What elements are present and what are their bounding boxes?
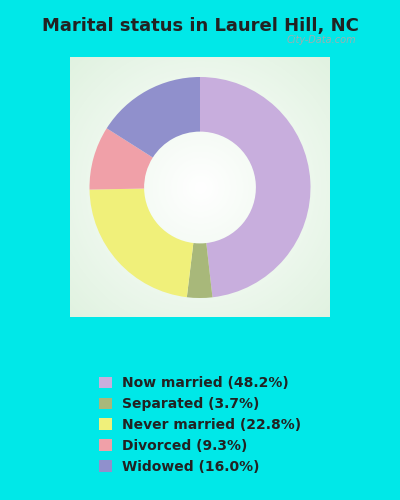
Wedge shape [107, 77, 200, 158]
Wedge shape [90, 128, 153, 190]
Text: City-Data.com: City-Data.com [286, 35, 356, 45]
Wedge shape [200, 77, 310, 298]
Wedge shape [187, 243, 212, 298]
Legend: Now married (48.2%), Separated (3.7%), Never married (22.8%), Divorced (9.3%), W: Now married (48.2%), Separated (3.7%), N… [94, 370, 306, 480]
Wedge shape [90, 188, 193, 297]
Text: Marital status in Laurel Hill, NC: Marital status in Laurel Hill, NC [42, 18, 358, 36]
